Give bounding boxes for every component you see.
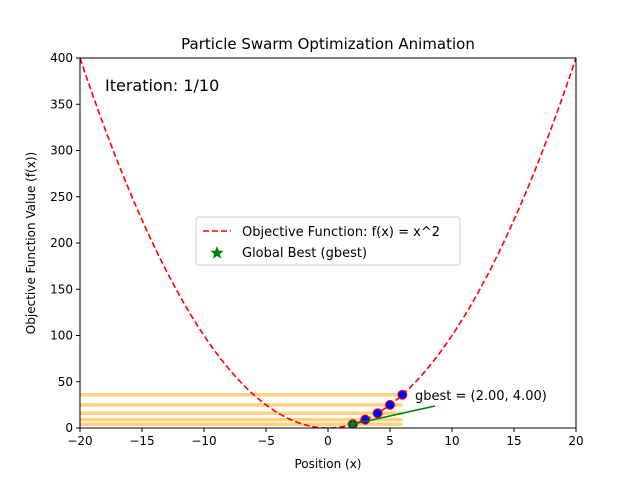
legend: Objective Function: f(x) = x^2 Global Be… [195, 216, 461, 266]
x-tick-label: 5 [386, 434, 394, 448]
x-tick-label: −20 [67, 434, 92, 448]
x-axis-label: Position (x) [294, 457, 361, 471]
chart-title: Particle Swarm Optimization Animation [181, 35, 475, 53]
legend-box [195, 216, 461, 266]
legend-gbest-star-icon [210, 246, 224, 259]
y-tick-label: 150 [50, 282, 73, 296]
gbest-annotation-arrow [356, 405, 436, 425]
x-tick-label: −15 [129, 434, 154, 448]
particle-point [397, 389, 408, 400]
y-tick-label: 350 [50, 97, 73, 111]
x-tick-label: 20 [568, 434, 583, 448]
x-tick-label: 15 [506, 434, 521, 448]
gbest-annotation: gbest = (2.00, 4.00) [415, 389, 547, 404]
legend-objective-label: Objective Function: f(x) = x^2 [242, 225, 440, 240]
y-tick-label: 100 [50, 329, 73, 343]
y-tick-label: 300 [50, 144, 73, 158]
y-tick-label: 0 [65, 421, 73, 435]
x-tick-label: −5 [257, 434, 275, 448]
x-tick-label: 10 [444, 434, 459, 448]
x-tick-label: 0 [324, 434, 332, 448]
gbest-star-marker [347, 418, 359, 428]
iteration-label: Iteration: 1/10 [105, 76, 219, 95]
particle-point [385, 399, 395, 410]
x-tick-label: −10 [191, 434, 216, 448]
y-tick-label: 400 [50, 51, 73, 65]
y-tick-label: 250 [50, 190, 73, 204]
y-tick-label: 200 [50, 236, 73, 250]
y-tick-label: 50 [58, 375, 73, 389]
particle-point [372, 408, 383, 419]
legend-gbest-label: Global Best (gbest) [242, 246, 367, 261]
objective-function-line [80, 58, 576, 428]
y-axis-label: Objective Function Value (f(x)) [24, 152, 38, 334]
